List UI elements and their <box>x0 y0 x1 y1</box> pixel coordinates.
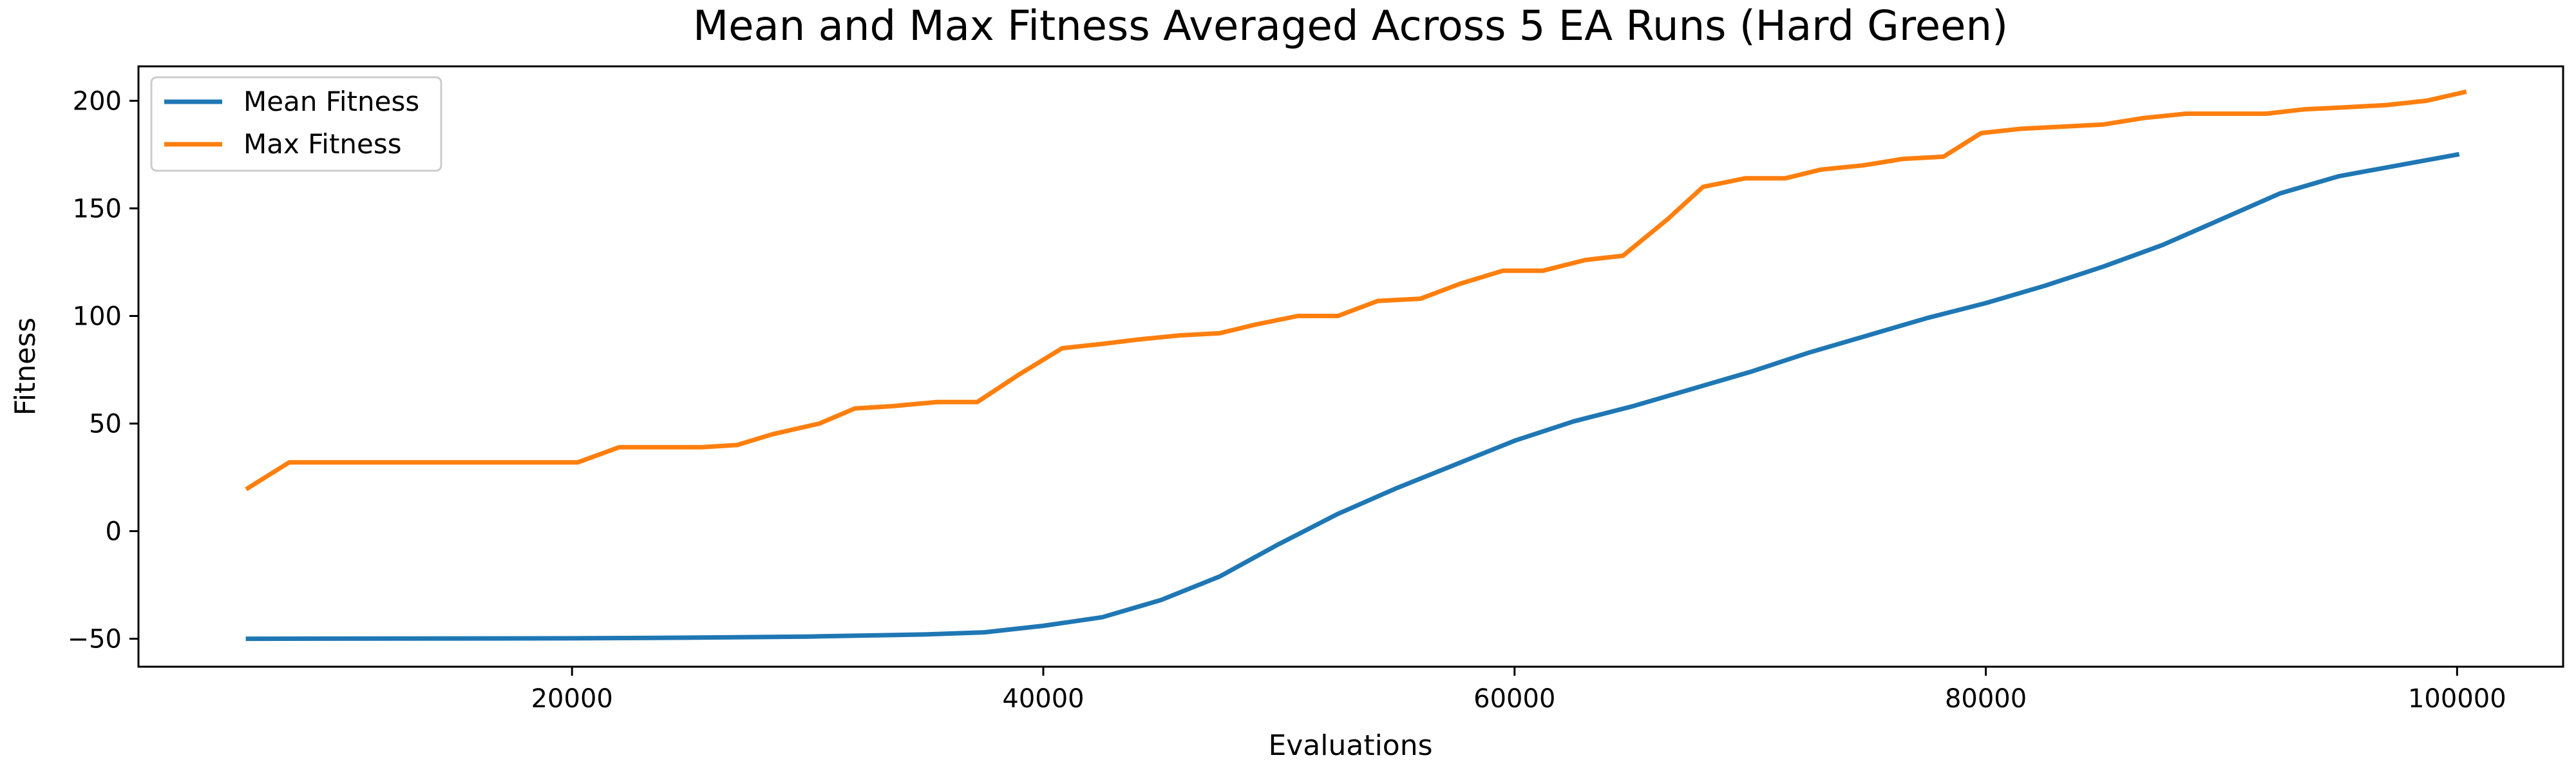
y-tick-label: −50 <box>68 625 122 654</box>
x-tick-label: 20000 <box>531 684 613 714</box>
x-tick-label: 80000 <box>1945 684 2027 714</box>
legend-box <box>150 76 442 172</box>
series-line-mean-fitness <box>245 151 2460 642</box>
y-tick-label: 150 <box>73 194 122 224</box>
y-tick-label: 50 <box>89 410 122 439</box>
y-tick-label: 200 <box>73 86 122 116</box>
x-tick-label: 40000 <box>1002 684 1084 714</box>
x-axis: 20000 40000 60000 80000 100000 <box>531 667 2506 714</box>
plot-frame <box>137 65 2564 668</box>
x-axis-label: Evaluations <box>1268 729 1432 762</box>
legend-label-mean-fitness: Mean Fitness <box>243 86 419 117</box>
x-tick-label: 100000 <box>2408 684 2506 714</box>
x-tick-label: 60000 <box>1473 684 1555 714</box>
y-axis: −50 0 50 100 150 200 <box>68 86 138 654</box>
y-tick-label: 100 <box>73 301 122 331</box>
y-axis-label: Fitness <box>9 318 42 415</box>
chart-title: Mean and Max Fitness Averaged Across 5 E… <box>693 3 2008 50</box>
y-tick-label: 0 <box>106 517 122 547</box>
series-line-max-fitness <box>245 89 2467 491</box>
legend-label-max-fitness: Max Fitness <box>243 128 402 160</box>
legend: Mean Fitness Max Fitness <box>150 76 442 172</box>
plot-area <box>245 89 2467 642</box>
